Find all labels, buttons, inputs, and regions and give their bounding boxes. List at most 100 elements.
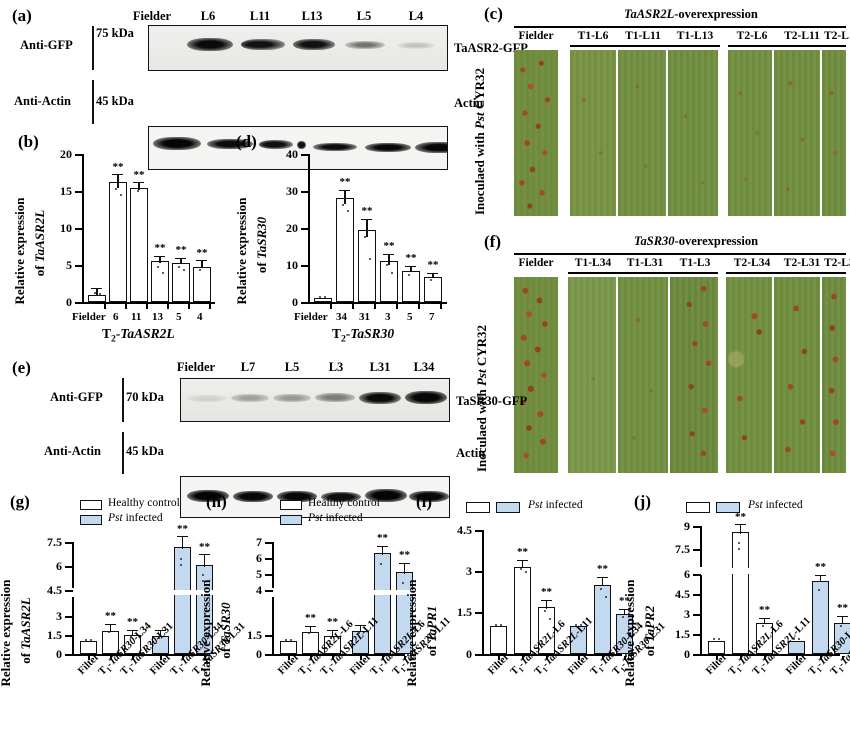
x-tick-label: 5 xyxy=(407,311,413,323)
bar xyxy=(358,229,376,302)
error-cap xyxy=(305,626,316,628)
bar xyxy=(424,276,442,302)
error-cap xyxy=(339,190,350,192)
x-tick-label: Fielder xyxy=(294,311,328,323)
bar xyxy=(193,267,211,302)
data-point xyxy=(408,274,411,277)
blot-band xyxy=(297,141,306,149)
bar xyxy=(88,294,106,302)
error-bar xyxy=(331,630,334,637)
y-axis-title-2: of TaPR1 xyxy=(424,556,440,706)
x-tick xyxy=(88,656,90,660)
error-bar xyxy=(180,258,182,264)
side-caption-post: CYR32 xyxy=(472,67,487,113)
panel-i: (i) Pst infected Relative expression of … xyxy=(404,492,668,735)
panel-c-col-title: T2-L6 xyxy=(736,30,768,42)
data-point xyxy=(495,624,498,627)
blot-lane-label: L7 xyxy=(240,360,256,374)
y-axis-title-line1: Relative expression xyxy=(0,579,13,687)
bar xyxy=(130,188,148,302)
data-point xyxy=(391,272,394,275)
significance-marker: ** xyxy=(339,176,351,188)
data-point xyxy=(369,258,372,261)
y-tick-label: 5 xyxy=(256,567,262,581)
bar xyxy=(374,553,391,590)
panel-f: (f) TaSR30-overexpression Fielder T1-L34… xyxy=(474,228,850,480)
y-axis-title-line1: Relative expression xyxy=(198,579,213,687)
y-tick xyxy=(265,574,273,576)
panel-f-col-title: T1-L3 xyxy=(679,257,711,269)
panel-e-label: (e) xyxy=(12,358,31,377)
blot-lane-label: L4 xyxy=(408,9,424,23)
blot-lane-label: Fielder xyxy=(176,360,216,374)
y-tick xyxy=(693,614,701,616)
y-tick-label: 0 xyxy=(56,647,62,661)
blot-band xyxy=(321,492,361,502)
panel-d-label: (d) xyxy=(236,132,257,151)
error-bar xyxy=(159,256,161,263)
y-tick-label: 0 xyxy=(292,295,298,309)
antibody-label-actin: Anti-Actin xyxy=(14,94,71,108)
error-bar xyxy=(623,609,626,615)
blot-lane-label: L5 xyxy=(284,360,300,374)
error-cap xyxy=(735,524,746,526)
panel-f-group-title: TaSR30-overexpression xyxy=(634,234,758,249)
subgroup-rule-t1 xyxy=(568,272,718,274)
panel-c-label: (c) xyxy=(484,4,503,23)
y-tick-label: 7.5 xyxy=(675,542,690,556)
error-bar xyxy=(131,630,134,636)
y-tick-label: 7.5 xyxy=(47,535,62,549)
panel-c-col-title: T2-L13 xyxy=(824,30,850,42)
significance-marker: ** xyxy=(196,247,208,259)
panel-h-label: (h) xyxy=(206,492,227,511)
x-tick xyxy=(288,656,290,660)
y-axis-title: Relative expression xyxy=(0,543,14,723)
x-tick xyxy=(188,304,190,309)
bar xyxy=(109,182,127,302)
y-tick xyxy=(75,228,83,230)
blot-lane-label: L31 xyxy=(369,360,391,374)
leaf-image-t2-l11 xyxy=(774,50,820,216)
x-tick xyxy=(404,656,406,660)
error-bar xyxy=(309,626,312,632)
y-tick xyxy=(75,265,83,267)
y-axis-lower xyxy=(272,595,274,654)
panel-h: (h) Healthy control Pst infected Relativ… xyxy=(198,492,453,735)
bar xyxy=(151,261,169,302)
data-point xyxy=(600,588,603,591)
y-axis-upper xyxy=(272,542,274,590)
significance-marker: ** xyxy=(177,523,188,535)
x-tick xyxy=(167,304,169,309)
legend-label-infected: Pst infected xyxy=(108,512,163,524)
leaf-image-t2-l13 xyxy=(822,50,846,216)
error-cap xyxy=(597,577,608,579)
y-tick xyxy=(75,302,83,304)
data-point xyxy=(180,564,183,567)
blot-band xyxy=(233,491,273,502)
x-axis xyxy=(482,654,622,656)
y-tick-label: 10 xyxy=(60,221,72,235)
data-point xyxy=(380,563,383,566)
group-title-rest: -overexpression xyxy=(674,234,759,248)
error-cap xyxy=(91,288,102,290)
y-axis-title-line1: Relative expression xyxy=(234,197,249,305)
data-point xyxy=(342,204,345,207)
group-title-rest: -overexpression xyxy=(674,7,758,21)
y-axis-title: Relative expression xyxy=(622,543,638,723)
leaf-image-t1-l3 xyxy=(670,277,718,473)
blot-lane-label: L11 xyxy=(249,9,271,23)
x-tick xyxy=(624,656,626,660)
error-cap xyxy=(327,630,338,632)
data-point xyxy=(99,293,102,296)
panel-f-col-title: T2-L3 xyxy=(824,257,850,269)
blot-image-gfp xyxy=(180,378,450,422)
blot-band xyxy=(231,394,269,402)
data-point xyxy=(762,625,765,628)
y-tick xyxy=(65,616,73,618)
y-tick xyxy=(65,566,73,568)
x-axis-title-sub: 2 xyxy=(341,333,346,345)
significance-marker: ** xyxy=(361,205,373,217)
leaf-image-fielder xyxy=(514,50,558,216)
bar xyxy=(732,574,749,654)
y-axis-title: Relative expression xyxy=(234,166,250,336)
